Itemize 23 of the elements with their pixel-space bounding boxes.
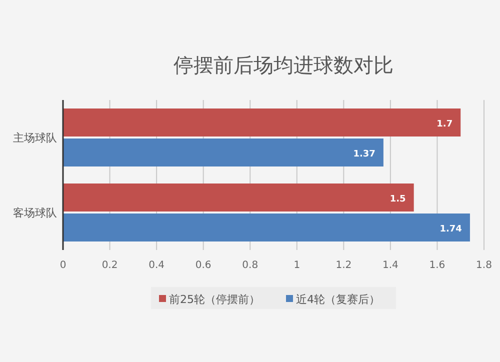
x-tick-label: 1.2	[336, 260, 352, 271]
x-tick-label: 1	[294, 260, 300, 271]
bar	[63, 138, 384, 166]
x-tick-label: 0.8	[242, 260, 258, 271]
data-label: 1.74	[440, 224, 462, 234]
bar	[63, 214, 470, 242]
legend-label: 前25轮（停摆前）	[169, 293, 260, 306]
x-tick-label: 0	[60, 260, 66, 271]
data-label: 1.5	[390, 194, 406, 204]
bar	[63, 184, 414, 212]
x-tick-label: 1.4	[382, 260, 398, 271]
y-tick-label: 主场球队	[13, 132, 57, 144]
x-tick-label: 0.4	[148, 260, 165, 271]
data-label: 1.7	[436, 120, 453, 130]
legend-label: 近4轮（复赛后）	[296, 293, 380, 306]
bar	[63, 108, 461, 136]
x-tick-label: 0.2	[102, 260, 118, 271]
data-label: 1.37	[353, 150, 376, 160]
chart-title: 停摆前后场均进球数对比	[174, 55, 394, 77]
x-tick-label: 1.6	[429, 260, 446, 271]
x-tick-label: 1.8	[476, 260, 492, 271]
y-tick-label: 客场球队	[13, 206, 57, 220]
x-tick-label: 0.6	[195, 260, 212, 271]
